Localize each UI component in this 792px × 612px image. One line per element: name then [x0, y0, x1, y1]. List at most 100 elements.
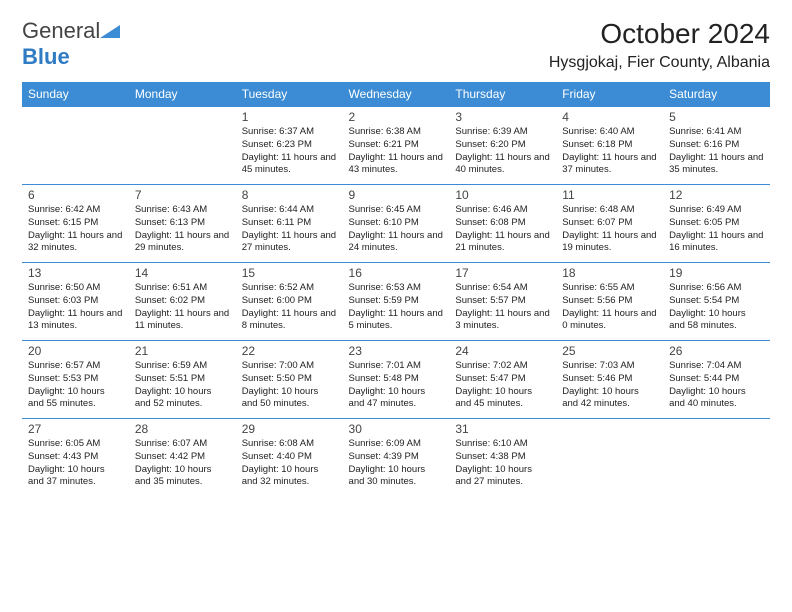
daylight-text: Daylight: 10 hours and 47 minutes. [349, 386, 444, 412]
brand-text: General Blue [22, 18, 120, 70]
sunrise-text: Sunrise: 6:05 AM [28, 438, 123, 451]
day-number: 19 [669, 266, 764, 280]
calendar-row: 1 Sunrise: 6:37 AMSunset: 6:23 PM Daylight… [22, 107, 770, 185]
daylight-text: Daylight: 10 hours and 45 minutes. [455, 386, 550, 412]
calendar-cell: 2Sunrise: 6:38 AMSunset: 6:21 PMDaylight… [343, 107, 450, 185]
sunrise-text: Sunrise: 6:40 AM [562, 126, 657, 139]
sunrise-text: Sunrise: 6:54 AM [455, 282, 550, 295]
sunrise-text: Sunrise: 6:46 AM [455, 204, 550, 217]
sunrise-text: Sunrise: 6:49 AM [669, 204, 764, 217]
sunrise-text: Sunrise: 6:37 AM [242, 126, 337, 139]
calendar-cell [663, 419, 770, 497]
daylight-text: Daylight: 10 hours and 58 minutes. [669, 308, 764, 334]
day-number: 23 [349, 344, 444, 358]
day-number: 27 [28, 422, 123, 436]
day-number: 6 [28, 188, 123, 202]
weekday-header-row: Sunday Monday Tuesday Wednesday Thursday… [22, 82, 770, 107]
sunset-text: Sunset: 4:40 PM [242, 451, 337, 464]
day-number: 9 [349, 188, 444, 202]
calendar-cell: 8Sunrise: 6:44 AMSunset: 6:11 PMDaylight… [236, 185, 343, 263]
sunrise-text: Sunrise: 6:56 AM [669, 282, 764, 295]
calendar-cell: 19 Sunrise: 6:56 AMSunset: 5:54 PMDayligh… [663, 263, 770, 341]
daylight-text: Daylight: 11 hours and 13 minutes. [28, 308, 123, 334]
calendar-cell: 6Sunrise: 6:42 AMSunset: 6:15 PMDaylight… [22, 185, 129, 263]
sunset-text: Sunset: 5:44 PM [669, 373, 764, 386]
day-number: 14 [135, 266, 230, 280]
sunrise-text: Sunrise: 6:42 AM [28, 204, 123, 217]
day-number: 1 [242, 110, 337, 124]
daylight-text: Daylight: 11 hours and 35 minutes. [669, 152, 764, 178]
day-number: 31 [455, 422, 550, 436]
location: Hysgjokaj, Fier County, Albania [549, 54, 770, 72]
sunset-text: Sunset: 5:50 PM [242, 373, 337, 386]
day-number: 24 [455, 344, 550, 358]
day-number: 11 [562, 188, 657, 202]
calendar-cell: 24Sunrise: 7:02 AMSunset: 5:47 PMDayligh… [449, 341, 556, 419]
calendar-cell: 20Sunrise: 6:57 AMSunset: 5:53 PMDayligh… [22, 341, 129, 419]
sunset-text: Sunset: 4:42 PM [135, 451, 230, 464]
calendar-row: 6 Sunrise: 6:42 AMSunset: 6:15 PM Daylight… [22, 185, 770, 263]
weekday-header: Wednesday [343, 82, 450, 107]
sunset-text: Sunset: 6:20 PM [455, 139, 550, 152]
calendar-cell: 15Sunrise: 6:52 AMSunset: 6:00 PMDayligh… [236, 263, 343, 341]
day-number: 22 [242, 344, 337, 358]
sunrise-text: Sunrise: 7:00 AM [242, 360, 337, 373]
sunrise-text: Sunrise: 6:53 AM [349, 282, 444, 295]
day-number: 17 [455, 266, 550, 280]
calendar-cell: 9Sunrise: 6:45 AMSunset: 6:10 PMDaylight… [343, 185, 450, 263]
daylight-text: Daylight: 11 hours and 24 minutes. [349, 230, 444, 256]
weekday-header: Monday [129, 82, 236, 107]
day-number: 18 [562, 266, 657, 280]
sunset-text: Sunset: 6:07 PM [562, 217, 657, 230]
sunset-text: Sunset: 6:00 PM [242, 295, 337, 308]
sunrise-text: Sunrise: 6:48 AM [562, 204, 657, 217]
sunset-text: Sunset: 6:03 PM [28, 295, 123, 308]
day-number: 28 [135, 422, 230, 436]
daylight-text: Daylight: 10 hours and 30 minutes. [349, 464, 444, 490]
sunrise-text: Sunrise: 6:09 AM [349, 438, 444, 451]
calendar-cell [556, 419, 663, 497]
sunset-text: Sunset: 6:23 PM [242, 139, 337, 152]
daylight-text: Daylight: 11 hours and 40 minutes. [455, 152, 550, 178]
day-number: 7 [135, 188, 230, 202]
sunrise-text: Sunrise: 6:07 AM [135, 438, 230, 451]
day-number: 8 [242, 188, 337, 202]
calendar-cell: 31Sunrise: 6:10 AMSunset: 4:38 PMDayligh… [449, 419, 556, 497]
daylight-text: Daylight: 10 hours and 42 minutes. [562, 386, 657, 412]
calendar-cell [22, 107, 129, 185]
sunrise-text: Sunrise: 6:57 AM [28, 360, 123, 373]
calendar-cell: 30Sunrise: 6:09 AMSunset: 4:39 PMDayligh… [343, 419, 450, 497]
brand-logo: General Blue [22, 18, 120, 70]
daylight-text: Daylight: 10 hours and 35 minutes. [135, 464, 230, 490]
sunrise-text: Sunrise: 6:52 AM [242, 282, 337, 295]
calendar-cell: 11Sunrise: 6:48 AMSunset: 6:07 PMDayligh… [556, 185, 663, 263]
sunrise-text: Sunrise: 6:41 AM [669, 126, 764, 139]
sunset-text: Sunset: 6:18 PM [562, 139, 657, 152]
calendar-cell: 14Sunrise: 6:51 AMSunset: 6:02 PMDayligh… [129, 263, 236, 341]
sunset-text: Sunset: 6:08 PM [455, 217, 550, 230]
day-number: 25 [562, 344, 657, 358]
day-number: 10 [455, 188, 550, 202]
sunset-text: Sunset: 5:56 PM [562, 295, 657, 308]
calendar-cell: 29Sunrise: 6:08 AMSunset: 4:40 PMDayligh… [236, 419, 343, 497]
day-number: 12 [669, 188, 764, 202]
day-number: 2 [349, 110, 444, 124]
day-number: 16 [349, 266, 444, 280]
sunset-text: Sunset: 6:15 PM [28, 217, 123, 230]
daylight-text: Daylight: 10 hours and 27 minutes. [455, 464, 550, 490]
daylight-text: Daylight: 11 hours and 16 minutes. [669, 230, 764, 256]
calendar-cell: 7Sunrise: 6:43 AMSunset: 6:13 PMDaylight… [129, 185, 236, 263]
day-number: 3 [455, 110, 550, 124]
sunset-text: Sunset: 5:57 PM [455, 295, 550, 308]
calendar-cell [129, 107, 236, 185]
sunset-text: Sunset: 6:11 PM [242, 217, 337, 230]
weekday-header: Sunday [22, 82, 129, 107]
calendar-row: 13Sunrise: 6:50 AMSunset: 6:03 PMDayligh… [22, 263, 770, 341]
sunset-text: Sunset: 5:54 PM [669, 295, 764, 308]
sunset-text: Sunset: 6:02 PM [135, 295, 230, 308]
calendar-cell: 23Sunrise: 7:01 AMSunset: 5:48 PMDayligh… [343, 341, 450, 419]
calendar-cell: 16Sunrise: 6:53 AMSunset: 5:59 PMDayligh… [343, 263, 450, 341]
daylight-text: Daylight: 11 hours and 11 minutes. [135, 308, 230, 334]
brand-text-blue: Blue [22, 44, 70, 69]
daylight-text: Daylight: 11 hours and 43 minutes. [349, 152, 444, 178]
